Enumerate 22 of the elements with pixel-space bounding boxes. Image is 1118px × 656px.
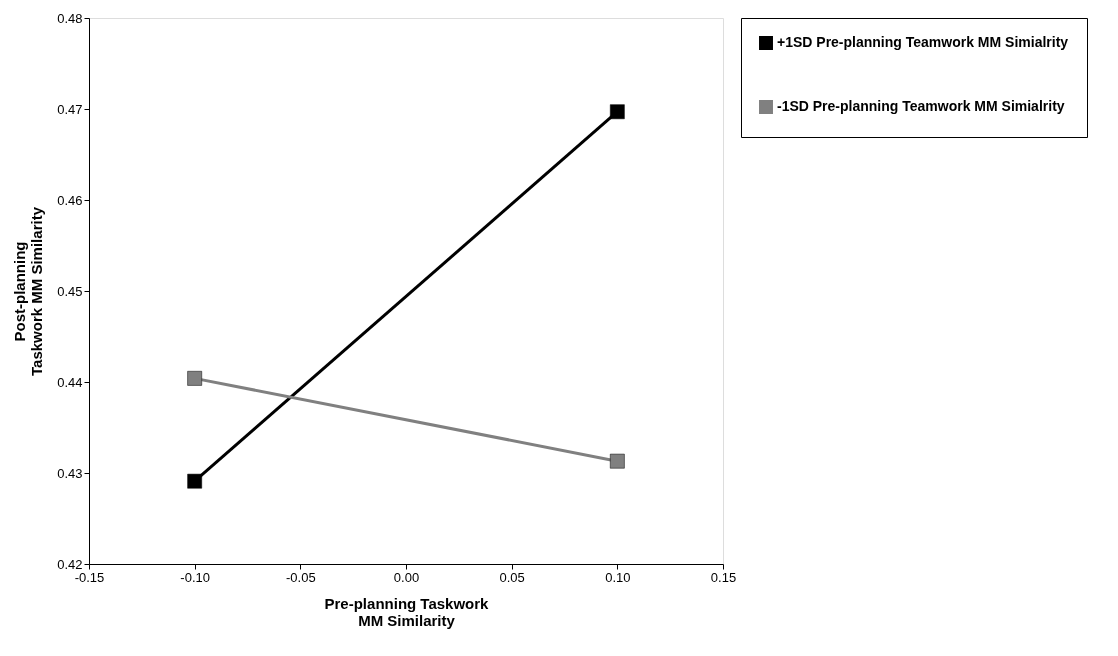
x-tick-label: 0.15 — [710, 569, 737, 585]
x-tick-label: 0.10 — [605, 569, 631, 585]
x-axis-title: Pre-planning Taskwork MM Similarity — [324, 594, 490, 629]
x-tick-label: -0.05 — [286, 569, 316, 585]
point — [187, 371, 202, 386]
y-tick-label: 0.47 — [57, 101, 83, 117]
x-tick-label: -0.10 — [180, 569, 210, 585]
y-tick-label: 0.42 — [57, 556, 83, 572]
x-tick-label: 0.05 — [499, 569, 525, 585]
y-tick-label: 0.48 — [57, 10, 83, 26]
x-tick-label: -0.15 — [74, 569, 105, 585]
point — [610, 453, 625, 469]
point — [610, 104, 625, 120]
legend-label: -1SD Pre-planning Teamwork MM Simialrity — [777, 98, 1065, 114]
y-tick-label: 0.43 — [57, 465, 83, 481]
point — [187, 473, 202, 489]
y-tick-label: 0.45 — [57, 283, 83, 299]
x-tick-label: 0.00 — [393, 569, 420, 585]
legend-label: +1SD Pre-planning Teamwork MM Simialrity — [777, 34, 1069, 50]
y-tick-label: 0.44 — [57, 374, 83, 390]
y-axis-title: Post-planning Taskwork MM Similarity — [11, 206, 46, 376]
y-tick-label: 0.46 — [57, 192, 83, 208]
